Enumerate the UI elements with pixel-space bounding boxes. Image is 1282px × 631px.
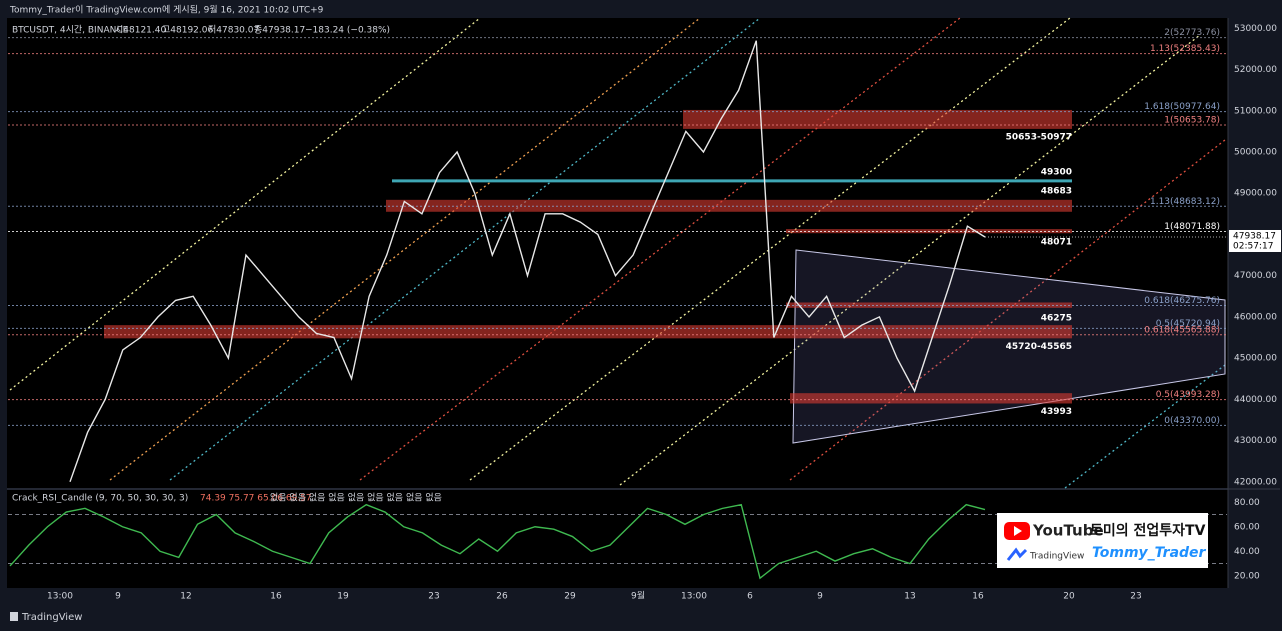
x-tick-label: 26: [496, 592, 508, 602]
y-tick-label: 46000.00: [1234, 312, 1277, 322]
zone: [104, 325, 1072, 339]
x-tick-label: 9월: [631, 590, 645, 602]
rsi-none: 없음 없음 없음 없음 없음 없음 없음 없음 없음: [270, 493, 442, 504]
fib-label: 1(50653.78): [1164, 116, 1220, 126]
rsi-title: Crack_RSI_Candle (9, 70, 50, 30, 30, 3): [12, 494, 188, 504]
y-tick-label: 45000.00: [1234, 354, 1277, 364]
x-tick-label: 16: [270, 592, 282, 602]
ohlc: 시48121.40: [115, 25, 166, 36]
fib-label: 0(43370.00): [1164, 416, 1220, 426]
rsi-tick-label: 60.00: [1234, 522, 1260, 532]
x-tick-label: 23: [428, 592, 439, 602]
last-price: 47938.17: [1233, 231, 1276, 241]
zone-label: 43993: [1041, 407, 1072, 417]
rsi-tick-label: 80.00: [1234, 498, 1260, 508]
level-label: 49300: [1041, 167, 1072, 177]
channel-line: [1064, 364, 1226, 489]
zone-label: 45720-45565: [1006, 342, 1072, 352]
y-tick-label: 50000.00: [1234, 147, 1277, 157]
fib-label: 0.618(45565.88): [1144, 325, 1220, 335]
play-icon: [1014, 526, 1022, 536]
last-price-tag: [1229, 229, 1281, 252]
ohlc: 고48192.06: [162, 26, 213, 36]
channel-name: 토미의 전업투자TV: [1090, 522, 1206, 539]
x-tick-label: 13:00: [681, 592, 707, 602]
price-pane: [7, 18, 1228, 488]
y-tick-label: 51000.00: [1234, 106, 1277, 116]
x-tick-label: 29: [564, 592, 576, 602]
symbol: BTCUSDT, 4시간, BINANCE: [12, 25, 129, 36]
y-tick-label: 52000.00: [1234, 65, 1277, 75]
y-tick-label: 42000.00: [1234, 477, 1277, 487]
y-tick-label: 53000.00: [1234, 24, 1277, 34]
zone-label: 48683: [1041, 186, 1072, 196]
zone: [790, 393, 1072, 404]
x-tick-label: 13: [904, 592, 915, 602]
fib-label: 1(48071.88): [1164, 222, 1220, 232]
x-tick-label: 9: [115, 592, 121, 602]
y-tick-label: 44000.00: [1234, 395, 1277, 405]
fib-label: 2(52773.76): [1164, 28, 1220, 38]
fib-label: 1.618(50977.64): [1144, 102, 1220, 112]
zone: [683, 109, 1072, 129]
fib-label: 0.5(43993.28): [1156, 390, 1220, 400]
x-tick-label: 6: [747, 592, 753, 602]
rsi-line: [9, 503, 986, 580]
ohlc: 종47938.17: [254, 25, 305, 36]
ohlc-change: −183.24 (−0.38%): [305, 26, 390, 36]
countdown: 02:57:17: [1233, 241, 1273, 251]
x-tick-label: 13:00: [47, 592, 73, 602]
channel-line: [469, 17, 1071, 481]
footer-logo: [10, 612, 18, 621]
channels: [9, 17, 1226, 489]
rsi-tick-label: 40.00: [1234, 547, 1260, 557]
zone-label: 46275: [1041, 313, 1072, 323]
tv-text: TradingView: [1029, 552, 1084, 562]
x-tick-label: 16: [972, 592, 984, 602]
rsi-values: 74.39 75.77 65.06 69.57: [200, 494, 312, 504]
tv-icon: [1006, 547, 1028, 561]
footer-brand: TradingView: [21, 612, 82, 623]
y-tick-label: 47000.00: [1234, 271, 1277, 281]
fib-label: 0.5(45720.94): [1156, 319, 1220, 329]
channel-line: [789, 139, 1226, 481]
x-tick-label: 20: [1063, 592, 1075, 602]
author: Tommy_Trader: [1092, 545, 1207, 561]
x-tick-label: 19: [337, 592, 349, 602]
x-tick-label: 23: [1130, 592, 1141, 602]
y-tick-label: 49000.00: [1234, 189, 1277, 199]
channel-line: [619, 34, 1201, 486]
channel-line: [359, 17, 961, 481]
rsi-tick-label: 20.00: [1234, 571, 1260, 581]
brand-box: [997, 513, 1208, 568]
x-tick-label: 9: [817, 592, 823, 602]
price-line: [69, 40, 986, 483]
youtube-text: YouTube: [1032, 522, 1104, 540]
zone-label: 50653-50977: [1006, 132, 1072, 142]
zone-label: 48071: [1041, 238, 1072, 248]
branding: YouTube 토미의 전업투자TV TradingView Tommy_Tra…: [997, 513, 1208, 568]
y-tick-label: 43000.00: [1234, 436, 1277, 446]
ohlc: 저47830.07: [208, 25, 259, 36]
x-tick-label: 12: [180, 592, 191, 602]
fib-label: 1.13(48683.12): [1150, 197, 1220, 207]
header-title: Tommy_Trader이 TradingView.com에 게시됨, 9월 1…: [9, 4, 324, 16]
fib-label: 1.13(52385.43): [1150, 44, 1220, 54]
fib-label: 0.618(46275.76): [1144, 296, 1220, 306]
